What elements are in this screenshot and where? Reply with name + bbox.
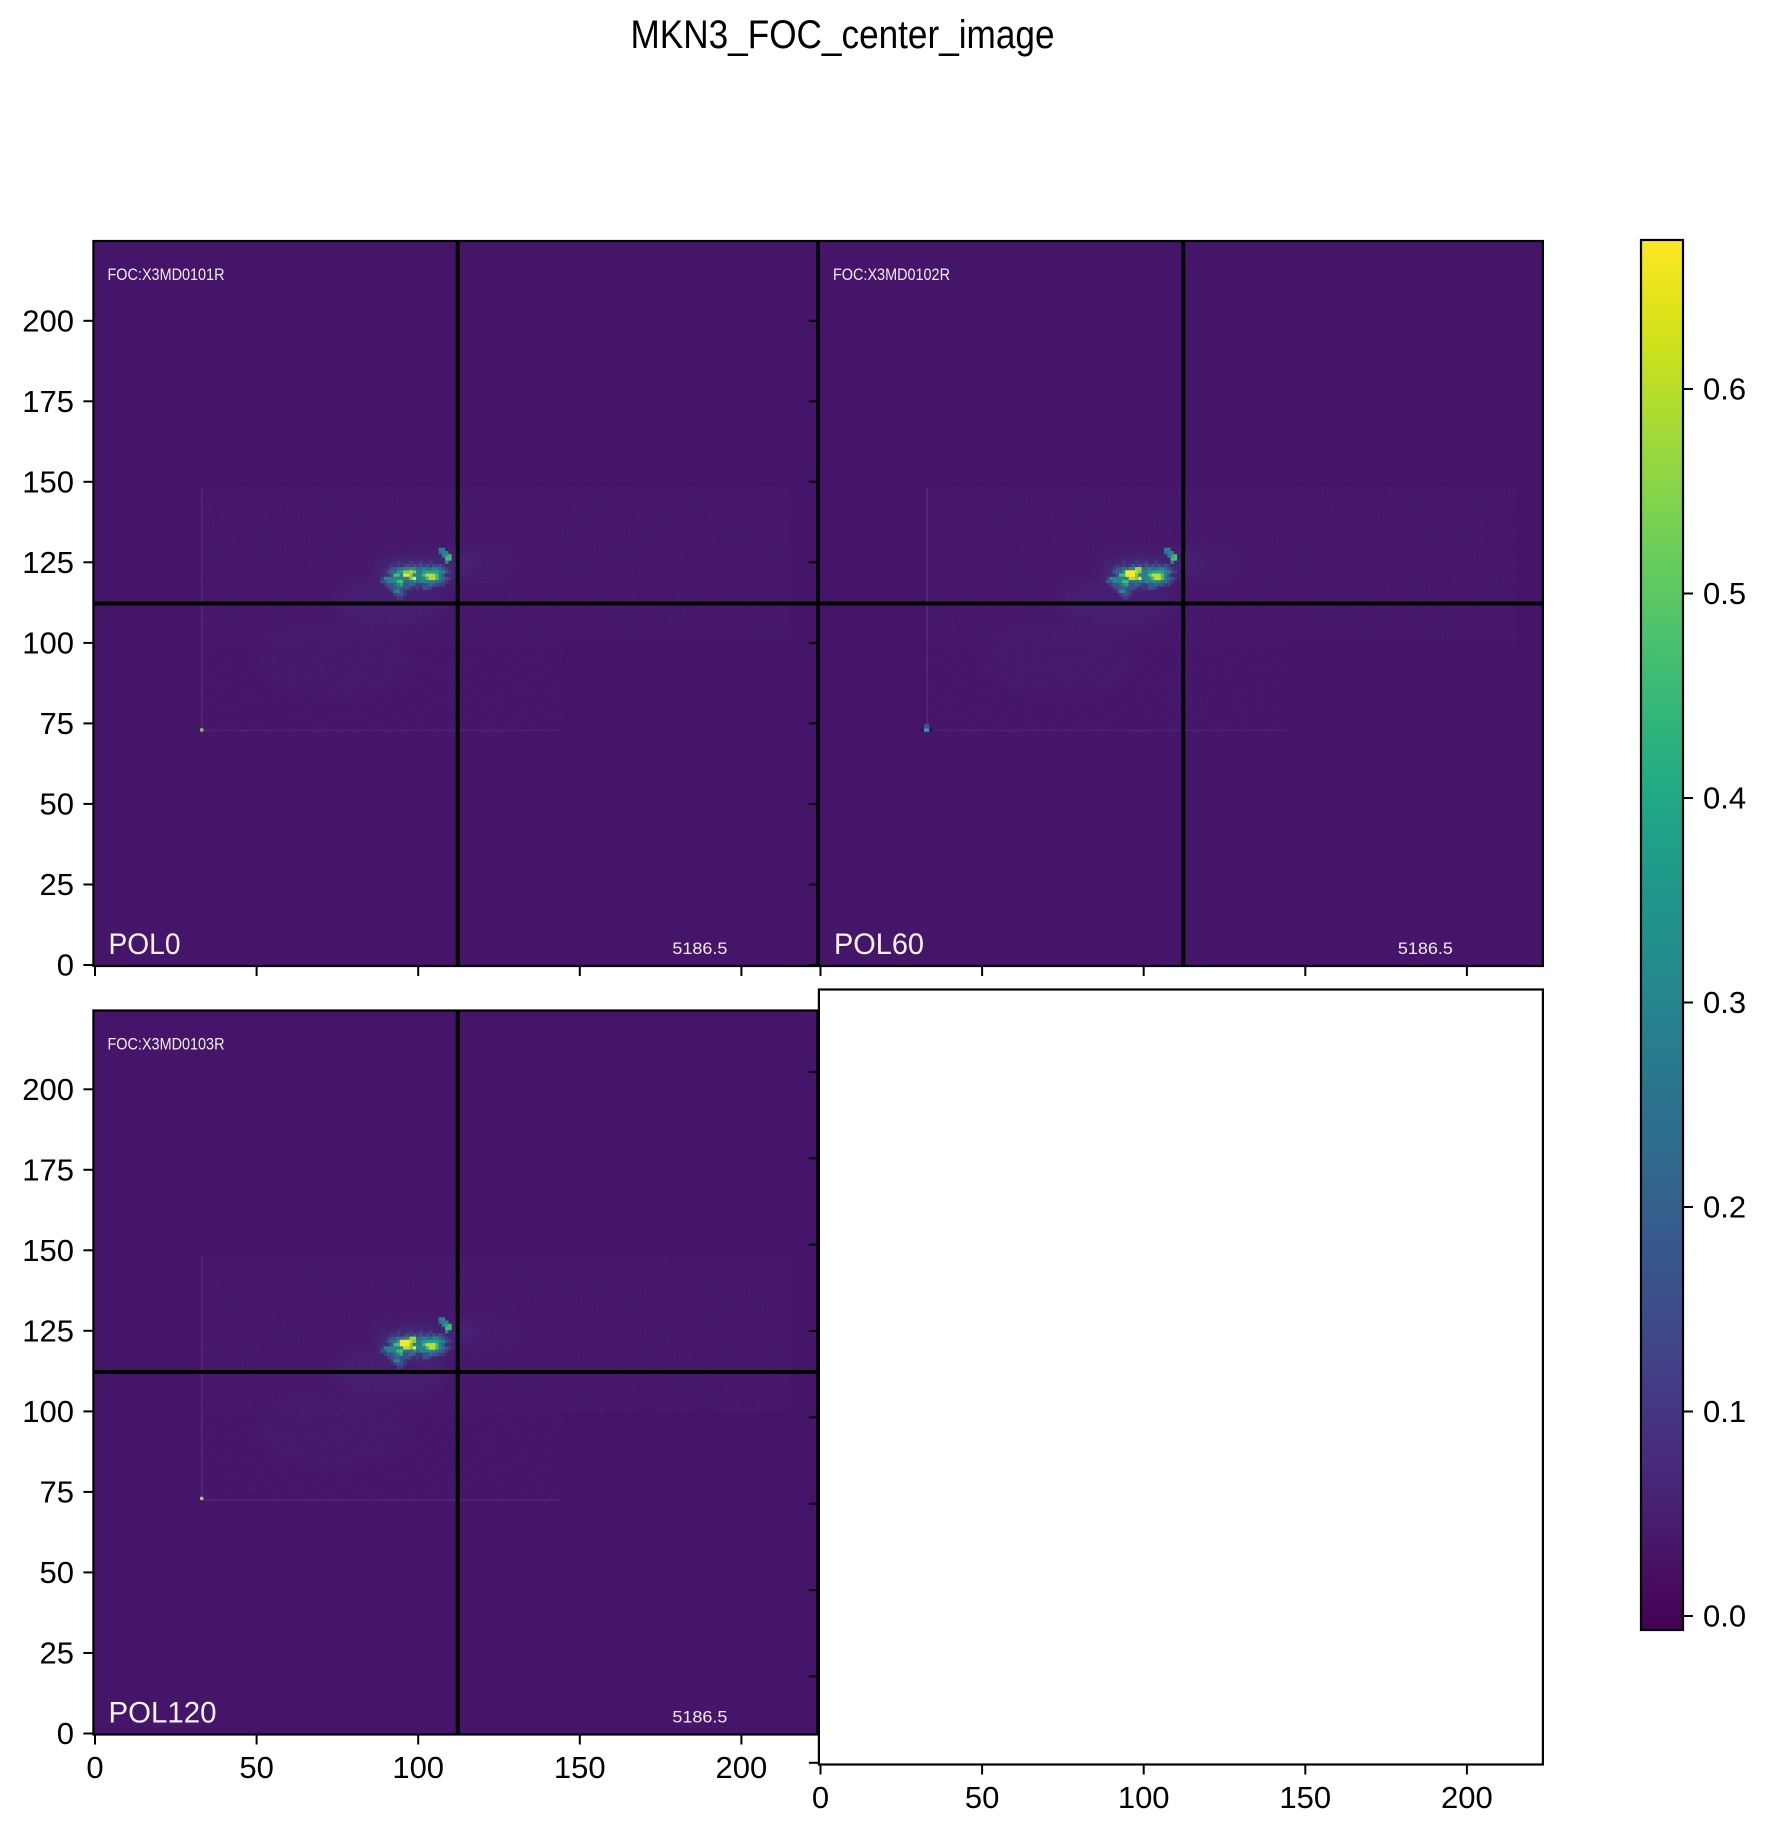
svg-text:150: 150: [1279, 1780, 1331, 1815]
svg-text:0: 0: [57, 1716, 74, 1751]
svg-text:100: 100: [1118, 1780, 1170, 1815]
svg-text:50: 50: [40, 786, 74, 821]
svg-text:0: 0: [86, 1750, 103, 1785]
svg-text:0.4: 0.4: [1703, 781, 1746, 816]
svg-text:POL0: POL0: [109, 928, 181, 961]
svg-text:0.6: 0.6: [1703, 372, 1746, 407]
svg-text:125: 125: [22, 1313, 74, 1348]
svg-text:MKN3_FOC_center_image: MKN3_FOC_center_image: [631, 13, 1055, 57]
svg-text:FOC:X3MD0102R: FOC:X3MD0102R: [833, 266, 950, 284]
svg-text:50: 50: [40, 1555, 74, 1590]
svg-text:5186.5: 5186.5: [1398, 939, 1453, 958]
svg-text:200: 200: [22, 1072, 74, 1107]
svg-text:FOC:X3MD0101R: FOC:X3MD0101R: [108, 266, 225, 284]
svg-text:75: 75: [40, 706, 74, 741]
svg-text:75: 75: [40, 1474, 74, 1509]
svg-text:25: 25: [40, 867, 74, 902]
svg-text:0: 0: [812, 1780, 829, 1815]
svg-text:200: 200: [1441, 1780, 1493, 1815]
svg-text:0.3: 0.3: [1703, 985, 1746, 1020]
svg-text:0.1: 0.1: [1703, 1394, 1746, 1429]
svg-text:25: 25: [40, 1636, 74, 1671]
svg-text:50: 50: [965, 1780, 999, 1815]
svg-text:100: 100: [22, 1394, 74, 1429]
svg-text:0.5: 0.5: [1703, 576, 1746, 611]
svg-text:200: 200: [716, 1750, 768, 1785]
svg-text:POL120: POL120: [109, 1697, 217, 1730]
svg-text:5186.5: 5186.5: [672, 1708, 727, 1727]
svg-text:0: 0: [57, 948, 74, 983]
svg-text:150: 150: [22, 1233, 74, 1268]
svg-text:5186.5: 5186.5: [672, 939, 727, 958]
svg-text:125: 125: [22, 545, 74, 580]
svg-text:100: 100: [22, 625, 74, 660]
svg-text:175: 175: [22, 384, 74, 419]
svg-text:200: 200: [22, 303, 74, 338]
svg-text:50: 50: [239, 1750, 273, 1785]
svg-text:100: 100: [392, 1750, 444, 1785]
svg-text:FOC:X3MD0103R: FOC:X3MD0103R: [108, 1036, 225, 1054]
svg-text:150: 150: [554, 1750, 606, 1785]
svg-text:0.0: 0.0: [1703, 1599, 1746, 1634]
svg-text:175: 175: [22, 1152, 74, 1187]
svg-text:POL60: POL60: [834, 928, 924, 961]
svg-text:150: 150: [22, 464, 74, 499]
svg-text:0.2: 0.2: [1703, 1190, 1746, 1225]
